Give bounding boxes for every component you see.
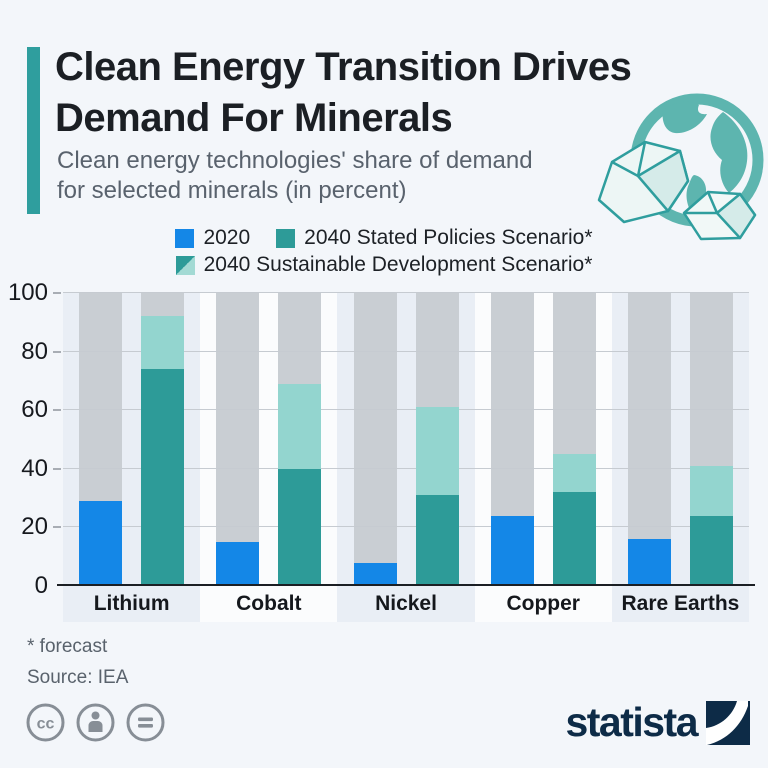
legend-item-2040-sps: 2040 Stated Policies Scenario*: [276, 226, 593, 250]
category-band: Cobalt: [200, 293, 338, 622]
category-band: Lithium: [63, 293, 201, 622]
bar-2040-sps: [552, 492, 596, 586]
track-2020: [216, 293, 260, 586]
subtitle-line-2: for selected minerals (in percent): [57, 177, 407, 204]
y-axis-label: 80: [21, 337, 48, 365]
bar-2020: [216, 542, 260, 586]
track-2020: [627, 293, 671, 586]
page-subtitle: Clean energy technologies' share of dema…: [57, 146, 533, 206]
bar-2040-sps: [415, 495, 459, 586]
source-note: Source: IEA: [27, 667, 129, 688]
bar-2040-sps: [141, 369, 185, 586]
attribution-icon: [76, 703, 115, 742]
category-label: Rare Earths: [621, 592, 740, 615]
track-2040: [278, 293, 322, 586]
y-axis-tick: [53, 526, 61, 529]
bar-2040-sps: [278, 468, 322, 586]
gridline: [63, 526, 749, 528]
track-2020: [490, 293, 534, 586]
chart-bands: Lithium Cobalt Nickel Copper Rare Earths: [63, 293, 750, 622]
track-2020: [79, 293, 123, 586]
title-line-1: Clean Energy Transition Drives: [55, 45, 632, 89]
legend-item-2020: 2020: [175, 226, 250, 250]
track-2040: [141, 293, 185, 586]
legend-label-2040-sds: 2040 Sustainable Development Scenario*: [203, 253, 593, 276]
bar-2040-sps: [689, 515, 733, 586]
track-2020: [353, 293, 397, 586]
legend-item-2040-sds: 2040 Sustainable Development Scenario*: [175, 253, 593, 277]
globe-icon: [597, 93, 764, 241]
statista-wordmark: statista: [565, 699, 698, 745]
chart-legend: 2020 2040 Stated Policies Scenario* 2040…: [0, 226, 768, 277]
y-axis-label: 60: [21, 396, 48, 424]
bar-group: [475, 293, 612, 586]
track-2040: [415, 293, 459, 586]
statista-logo: statista: [565, 699, 750, 746]
y-axis-tick: [53, 467, 61, 470]
category-label: Copper: [506, 592, 580, 615]
y-axis-label: 40: [21, 454, 48, 482]
crystal-large-icon: [597, 140, 690, 224]
category-band: Rare Earths: [611, 293, 750, 622]
y-axis-tick: [53, 292, 61, 294]
no-derivatives-icon: [126, 703, 165, 742]
y-axis-tick: [53, 350, 61, 353]
category-label: Nickel: [375, 592, 437, 615]
statista-logo-mark-icon: [706, 700, 750, 745]
y-axis-label: 20: [21, 513, 48, 541]
y-axis: 0 20 40 60 80 100: [0, 280, 62, 599]
bar-2020: [79, 501, 123, 586]
y-axis-label: 0: [34, 572, 48, 599]
legend-swatch-2040-sps: [276, 228, 296, 248]
bar-chart: Lithium Cobalt Nickel Copper Rare Earths: [63, 292, 750, 622]
svg-text:cc: cc: [37, 716, 55, 733]
track-2040: [552, 293, 596, 586]
bar-2020: [627, 539, 671, 586]
title-line-2: Demand For Minerals: [55, 96, 453, 140]
title-accent-bar: [27, 47, 40, 214]
bar-group: [63, 293, 200, 586]
gridline: [63, 409, 749, 411]
y-axis-label: 100: [7, 279, 48, 306]
bar-2020: [353, 562, 397, 586]
license-icons: cc: [25, 702, 166, 743]
gridline: [63, 292, 749, 293]
bar-group: [612, 293, 749, 586]
gridline: [63, 350, 749, 352]
category-band: Copper: [474, 293, 612, 622]
bar-2020: [490, 515, 534, 586]
legend-label-2040-sps: 2040 Stated Policies Scenario*: [304, 226, 593, 249]
bar-group: [200, 293, 337, 586]
globe-minerals-illustration: [591, 82, 766, 257]
gridline: [63, 467, 749, 469]
cc-icon: cc: [26, 703, 65, 742]
x-axis-line: [57, 584, 755, 586]
subtitle-line-1: Clean energy technologies' share of dema…: [57, 147, 533, 174]
category-label: Lithium: [93, 592, 170, 615]
legend-row-2: 2040 Sustainable Development Scenario*: [175, 253, 593, 277]
track-2040: [689, 293, 733, 586]
legend-swatch-2020: [175, 228, 195, 248]
category-band: Nickel: [337, 293, 475, 622]
category-label: Cobalt: [236, 592, 302, 615]
bar-group: [337, 293, 474, 586]
legend-swatch-2040-sds: [175, 255, 195, 275]
page-title: Clean Energy Transition Drives Demand Fo…: [55, 42, 632, 144]
y-axis-tick: [53, 409, 61, 412]
forecast-note: * forecast: [27, 636, 108, 657]
legend-row-1: 2020 2040 Stated Policies Scenario*: [175, 226, 593, 250]
chart-footnotes: * forecast Source: IEA: [27, 631, 128, 693]
crystal-small-icon: [682, 190, 757, 241]
legend-label-2020: 2020: [203, 226, 251, 249]
